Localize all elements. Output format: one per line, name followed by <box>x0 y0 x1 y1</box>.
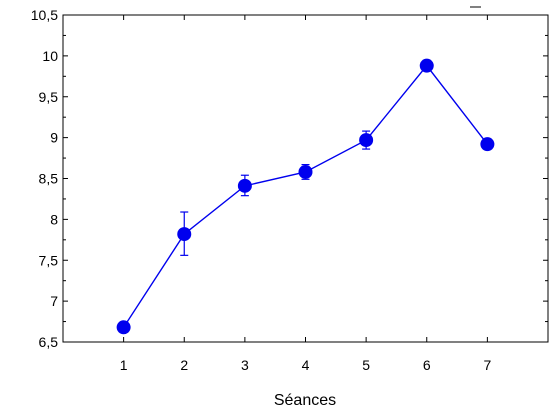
y-tick-label: 6,5 <box>39 334 59 350</box>
y-tick-label: 7,5 <box>39 252 59 268</box>
series-line <box>123 64 488 328</box>
x-axis-label: Séances <box>274 392 336 409</box>
y-tick-label: 8,5 <box>39 171 59 187</box>
x-tick-label: 5 <box>362 357 370 373</box>
x-tick-label: 3 <box>241 357 249 373</box>
series-layer <box>116 58 495 335</box>
data-point <box>298 164 313 179</box>
data-point <box>359 133 374 148</box>
y-axis: 6,5 7 7,5 8 8,5 9 9,5 10 10,5 <box>31 7 548 350</box>
x-tick-label: 4 <box>302 357 310 373</box>
x-tick-label: 1 <box>120 357 128 373</box>
data-point <box>480 137 495 152</box>
data-point <box>237 178 252 193</box>
x-tick-label: 7 <box>483 357 491 373</box>
x-axis: 1 2 3 4 5 6 7 <box>120 15 491 373</box>
y-tick-label: 10,5 <box>31 7 58 23</box>
data-point <box>177 227 192 242</box>
y-tick-label: 9,5 <box>39 89 59 105</box>
y-tick-label: 8 <box>50 211 58 227</box>
y-tick-label: 9 <box>50 130 58 146</box>
y-tick-label: 10 <box>42 48 58 64</box>
y-tick-label: 7 <box>50 293 58 309</box>
x-tick-label: 6 <box>423 357 431 373</box>
data-point <box>116 320 131 335</box>
data-point <box>419 58 434 73</box>
x-tick-label: 2 <box>180 357 188 373</box>
